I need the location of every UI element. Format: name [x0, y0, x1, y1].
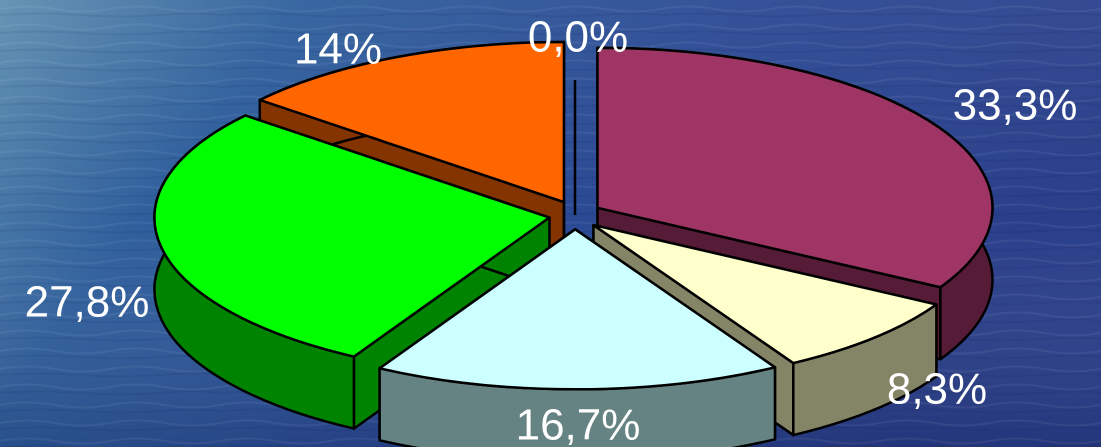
slices-layer	[153, 40, 994, 447]
slice-33-3--top	[596, 46, 994, 289]
slice-label: 8,3%	[887, 365, 987, 414]
slice-label: 0,0%	[528, 13, 628, 62]
slice-16-7--top	[378, 228, 777, 391]
slice-8-3--top	[592, 223, 938, 365]
slice-label: 27,8%	[25, 278, 150, 327]
labels-layer: 33,3% 8,3% 16,7% 27,8% 14% 0,0%	[25, 13, 1078, 447]
slice-14--top	[258, 40, 566, 204]
slice-label: 14%	[294, 25, 382, 74]
slice-16-7-	[378, 228, 777, 447]
slice-label: 16,7%	[516, 401, 641, 447]
slice-27-8--top	[153, 114, 551, 358]
slice-label: 33,3%	[953, 81, 1078, 130]
